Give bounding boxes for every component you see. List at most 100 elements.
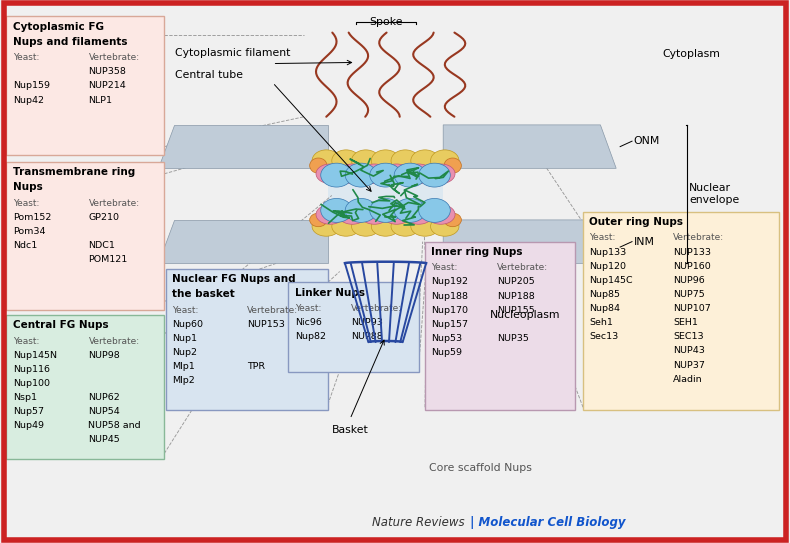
Polygon shape [443, 220, 616, 263]
FancyBboxPatch shape [328, 168, 443, 220]
FancyBboxPatch shape [288, 282, 419, 372]
Ellipse shape [391, 150, 419, 172]
Text: Nup82: Nup82 [295, 332, 325, 342]
Text: Linker Nups: Linker Nups [295, 288, 365, 298]
Text: Yeast:: Yeast: [295, 304, 321, 313]
Text: Pom152: Pom152 [13, 213, 51, 222]
Ellipse shape [404, 164, 433, 184]
Ellipse shape [419, 198, 450, 223]
Ellipse shape [321, 163, 352, 187]
Text: NUP37: NUP37 [673, 361, 705, 370]
Text: NUP98: NUP98 [88, 351, 120, 360]
Ellipse shape [321, 198, 352, 223]
Text: Vertebrate:: Vertebrate: [497, 263, 548, 273]
Text: Nucleoplasm: Nucleoplasm [490, 310, 560, 320]
Text: NDC1: NDC1 [88, 241, 115, 250]
Ellipse shape [352, 217, 380, 236]
Ellipse shape [419, 163, 450, 187]
Text: NUP107: NUP107 [673, 304, 711, 313]
Text: Nature Reviews: Nature Reviews [372, 516, 465, 529]
Text: Central FG Nups: Central FG Nups [13, 320, 108, 330]
Text: Spoke: Spoke [369, 17, 402, 27]
Ellipse shape [310, 213, 327, 227]
Ellipse shape [411, 150, 439, 172]
FancyBboxPatch shape [6, 315, 164, 459]
Text: GP210: GP210 [88, 213, 119, 222]
Text: NUP188: NUP188 [497, 292, 535, 301]
Ellipse shape [310, 158, 327, 173]
Text: Vertebrate:: Vertebrate: [673, 233, 724, 243]
Text: SEC13: SEC13 [673, 332, 704, 342]
FancyBboxPatch shape [425, 242, 575, 410]
Ellipse shape [352, 150, 380, 172]
Text: | Molecular Cell Biology: | Molecular Cell Biology [466, 516, 626, 529]
Text: Core scaffold Nups: Core scaffold Nups [429, 463, 532, 473]
Text: Transmembrane ring: Transmembrane ring [13, 167, 135, 177]
Text: NUP75: NUP75 [673, 290, 705, 299]
Text: Nup116: Nup116 [13, 365, 50, 374]
Text: Yeast:: Yeast: [13, 337, 39, 346]
FancyBboxPatch shape [166, 269, 328, 410]
Ellipse shape [427, 205, 455, 224]
Ellipse shape [404, 205, 433, 224]
Text: Mlp1: Mlp1 [172, 362, 195, 371]
Ellipse shape [371, 217, 400, 236]
Text: Outer ring Nups: Outer ring Nups [589, 217, 683, 227]
Text: NUP88: NUP88 [351, 332, 382, 342]
Ellipse shape [345, 163, 377, 187]
Ellipse shape [431, 150, 459, 172]
Text: the basket: the basket [172, 289, 235, 299]
Text: Nup133: Nup133 [589, 248, 626, 257]
Text: Nic96: Nic96 [295, 318, 322, 327]
Text: NUP96: NUP96 [673, 276, 705, 285]
Text: Yeast:: Yeast: [13, 53, 39, 62]
Text: Nup42: Nup42 [13, 96, 43, 105]
Ellipse shape [427, 164, 455, 184]
Polygon shape [158, 220, 328, 263]
Ellipse shape [345, 198, 377, 223]
Ellipse shape [431, 217, 459, 236]
Ellipse shape [360, 205, 389, 224]
Text: Yeast:: Yeast: [589, 233, 615, 243]
Text: Aladin: Aladin [673, 375, 703, 384]
Text: NUP62: NUP62 [88, 393, 120, 402]
Text: Nups and filaments: Nups and filaments [13, 37, 127, 47]
Text: NUP43: NUP43 [673, 346, 705, 356]
Text: Nup159: Nup159 [13, 81, 50, 91]
Text: NUP155: NUP155 [497, 306, 535, 315]
Text: Nup59: Nup59 [431, 348, 462, 357]
Ellipse shape [444, 213, 461, 227]
Text: Nup85: Nup85 [589, 290, 620, 299]
Text: Nup192: Nup192 [431, 277, 468, 287]
Text: NUP58 and: NUP58 and [88, 421, 141, 431]
Ellipse shape [411, 217, 439, 236]
Text: Vertebrate:: Vertebrate: [246, 306, 298, 315]
Ellipse shape [394, 198, 426, 223]
Ellipse shape [338, 164, 367, 184]
Text: NUP35: NUP35 [497, 334, 529, 343]
Text: Nup145N: Nup145N [13, 351, 57, 360]
FancyBboxPatch shape [583, 212, 779, 410]
Text: Nuclear
envelope: Nuclear envelope [689, 184, 739, 205]
Text: NUP45: NUP45 [88, 435, 120, 445]
Ellipse shape [312, 150, 340, 172]
Text: Ndc1: Ndc1 [13, 241, 37, 250]
Text: Mlp2: Mlp2 [172, 376, 195, 386]
Text: NUP160: NUP160 [673, 262, 711, 271]
Ellipse shape [316, 205, 344, 224]
Text: Pom34: Pom34 [13, 227, 45, 236]
Ellipse shape [371, 150, 400, 172]
Ellipse shape [382, 205, 411, 224]
Ellipse shape [332, 150, 360, 172]
Text: NUP153: NUP153 [246, 320, 284, 329]
Ellipse shape [360, 164, 389, 184]
Ellipse shape [316, 164, 344, 184]
Text: Nup188: Nup188 [431, 292, 468, 301]
Text: Seh1: Seh1 [589, 318, 613, 327]
Text: NUP205: NUP205 [497, 277, 535, 287]
Text: Nup157: Nup157 [431, 320, 468, 329]
Text: Central tube: Central tube [175, 70, 243, 80]
Text: Yeast:: Yeast: [13, 199, 39, 208]
Text: INM: INM [634, 237, 655, 247]
Text: NLP1: NLP1 [88, 96, 112, 105]
